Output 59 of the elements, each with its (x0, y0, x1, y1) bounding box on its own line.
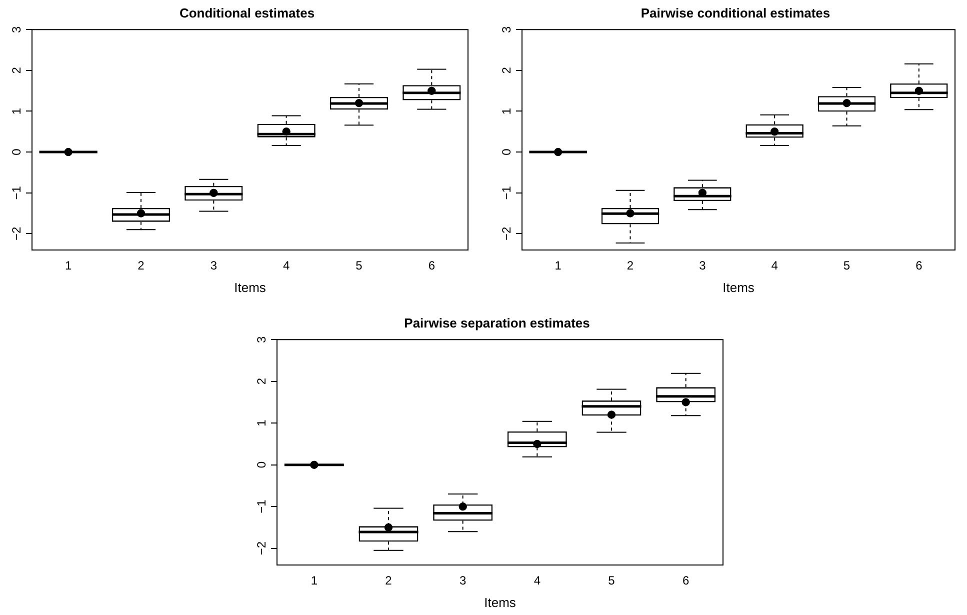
y-tick-label: −1 (9, 186, 24, 200)
y-tick-label: 2 (9, 66, 24, 74)
x-tick-label: 2 (626, 258, 634, 273)
y-tick-label: −1 (254, 499, 268, 514)
x-tick-label: 4 (771, 258, 778, 273)
point (608, 410, 616, 419)
x-tick-label: 6 (916, 258, 923, 273)
point (914, 86, 923, 95)
point (137, 209, 145, 218)
point (310, 460, 318, 469)
point (428, 86, 436, 95)
y-tick-label: −2 (254, 541, 268, 556)
chart-title: Conditional estimates (179, 5, 315, 20)
x-axis-title: Items (484, 594, 516, 610)
x-axis-title: Items (234, 280, 266, 295)
y-tick-label: 3 (499, 26, 514, 33)
x-tick-label: 3 (459, 574, 466, 588)
x-tick-label: 6 (682, 574, 690, 588)
point (842, 99, 851, 108)
y-tick-label: 0 (499, 148, 514, 156)
point (770, 128, 779, 136)
point (626, 209, 634, 218)
y-tick-label: 0 (9, 148, 24, 156)
y-tick-label: 2 (254, 378, 268, 385)
point (384, 523, 392, 532)
point (282, 128, 290, 136)
y-tick-label: −2 (9, 226, 24, 241)
x-tick-label: 2 (385, 574, 392, 588)
point (64, 148, 72, 156)
point (210, 188, 218, 197)
y-tick-label: 1 (9, 108, 24, 115)
chart-title: Pairwise conditional estimates (640, 5, 830, 20)
y-tick-label: 3 (9, 26, 24, 33)
chart-title: Pairwise separation estimates (404, 315, 590, 330)
x-tick-label: 1 (554, 258, 562, 273)
y-tick-label: 0 (254, 461, 268, 468)
x-axis-title: Items (722, 280, 755, 295)
point (458, 502, 467, 511)
point (533, 440, 542, 448)
y-tick-label: 1 (499, 108, 514, 115)
x-tick-label: 4 (534, 574, 541, 588)
y-tick-label: −1 (499, 186, 514, 200)
point (682, 398, 690, 406)
x-tick-label: 6 (428, 258, 436, 273)
x-tick-label: 3 (699, 258, 706, 273)
y-tick-label: 2 (499, 66, 514, 74)
x-tick-label: 1 (310, 574, 318, 588)
y-tick-label: 1 (254, 419, 268, 426)
x-tick-label: 4 (282, 258, 290, 273)
point (554, 148, 562, 156)
x-tick-label: 3 (210, 258, 218, 273)
y-tick-label: −2 (499, 226, 514, 241)
x-tick-label: 2 (138, 258, 145, 273)
x-tick-label: 1 (64, 258, 72, 273)
point (355, 99, 363, 108)
y-tick-label: 3 (254, 336, 268, 343)
x-tick-label: 5 (356, 258, 363, 273)
x-tick-label: 5 (608, 574, 616, 588)
x-tick-label: 5 (843, 258, 850, 273)
